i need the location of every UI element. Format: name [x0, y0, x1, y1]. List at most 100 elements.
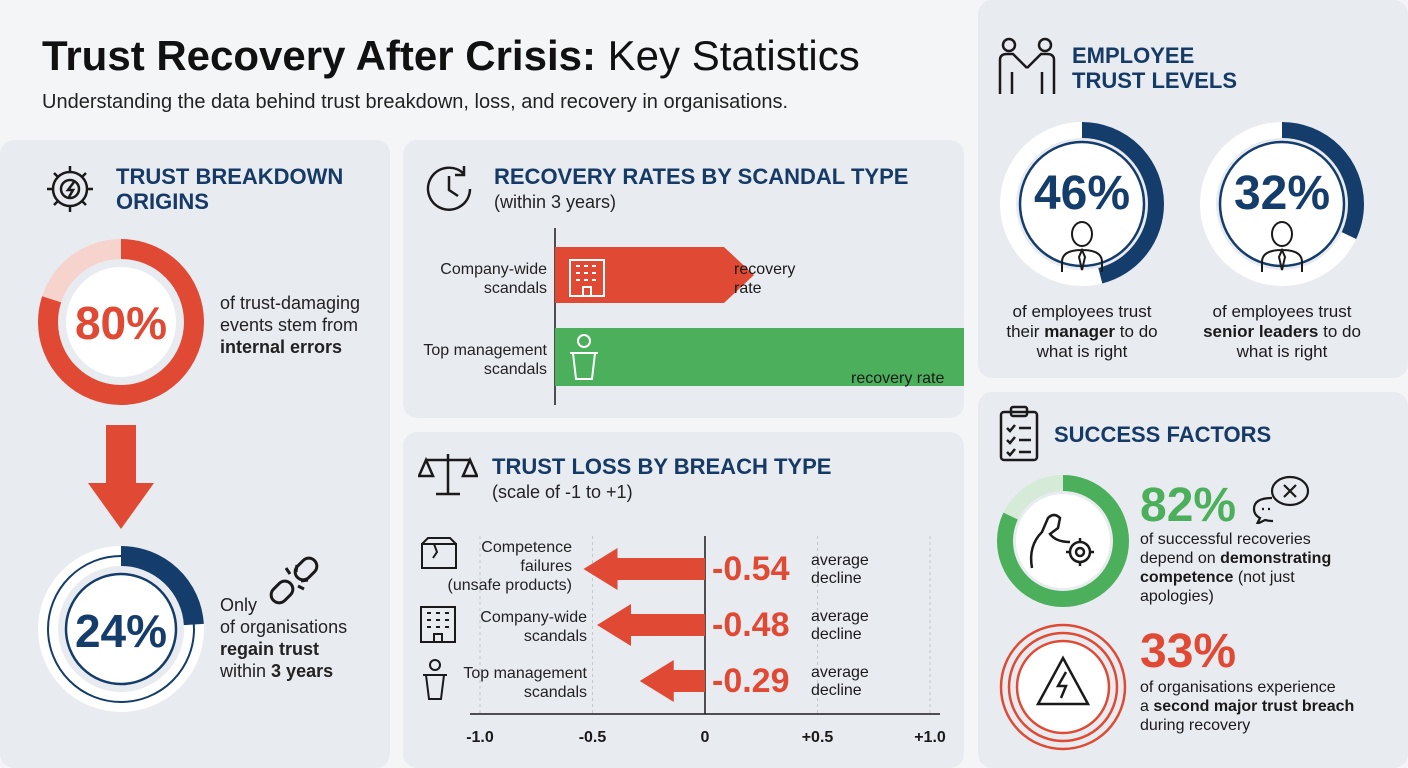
success-82-text-bold1: demonstrating [1220, 550, 1332, 567]
success-title: SUCCESS FACTORS [1054, 422, 1272, 447]
recovery-title: RECOVERY RATES BY SCANDAL TYPE [494, 164, 909, 189]
down-arrow-icon [88, 425, 154, 529]
ring-46-arc [1000, 122, 1164, 286]
breakdown-ring-24 [38, 546, 204, 712]
breakdown-title: TRUST BREAKDOWN ORIGINS [116, 164, 343, 214]
loss-bar-0 [583, 548, 705, 590]
employee-ring-46 [1000, 122, 1164, 286]
broken-chain-icon [269, 556, 319, 605]
employee-1-text-line2: senior leaders to do [1190, 322, 1374, 342]
loss-row-2-label-a: Top management [463, 665, 587, 682]
stat-24-text-b: of organisations [220, 617, 348, 637]
success-33-text-a: of organisations experience [1140, 679, 1336, 696]
recovery-row-1-value: 50% [858, 328, 943, 375]
recovery-bar-1 [555, 328, 964, 386]
recovery-row-0-value: 12% [644, 252, 729, 299]
employee-0-value: 46% [1033, 167, 1131, 220]
loss-row-0-label-b: failures [520, 558, 572, 575]
success-82-text-b: depend on [1140, 550, 1216, 567]
building-icon [569, 259, 605, 297]
loss-row-0-label: Competence failures (unsafe products) [420, 538, 572, 595]
x-tick-label: 0 [701, 729, 710, 746]
gear-icon [47, 166, 93, 212]
employee-0-text: of employees trust their manager to do w… [990, 302, 1174, 362]
employee-title: EMPLOYEE TRUST LEVELS [1072, 43, 1237, 93]
employee-1-text-bold: senior leaders [1203, 322, 1319, 341]
breakdown-ring-80 [38, 239, 204, 405]
loss-row-1-note-b: decline [811, 626, 862, 643]
recovery-row-1-label-a: Top management [423, 342, 547, 359]
clock-icon [426, 166, 472, 211]
loss-row-0-note-b: decline [811, 570, 862, 587]
clipboard-icon [999, 405, 1039, 462]
x-tick-label: +1.0 [914, 729, 946, 746]
employee-1-value: 32% [1233, 167, 1331, 220]
recovery-row-1-label-b: scandals [483, 361, 547, 378]
employee-0-text-bold: manager [1044, 322, 1116, 341]
person-icon [1261, 221, 1303, 272]
page-title-bold: Trust Recovery After Crisis: [42, 32, 596, 79]
success-82-text-c: (not just [1237, 569, 1295, 586]
stat-80-text-b: events stem from [220, 315, 359, 335]
person-icon [1061, 221, 1103, 272]
chat-icon [1252, 475, 1310, 524]
ring-82-arc [997, 475, 1129, 607]
employee-1-text: of employees trust senior leaders to do … [1190, 302, 1374, 362]
employee-0-text-line2: their manager to do [990, 322, 1174, 342]
scale-icon [418, 454, 478, 496]
loss-bar-2 [639, 660, 705, 702]
trust-loss-title: TRUST LOSS BY BREACH TYPE [492, 454, 832, 479]
success-33-text-line2: a second major trust breach [1140, 697, 1354, 716]
recovery-row-0-note-b: rate [734, 280, 762, 297]
warning-icon [1035, 655, 1091, 706]
stat-24-text-c: within 3 years [220, 660, 347, 682]
success-33-text-bold: second major trust breach [1153, 698, 1355, 715]
loss-row-1-note-a: average [811, 608, 869, 625]
stat-24-text-c-plain: within [220, 661, 267, 681]
x-tick-label: -1.0 [466, 729, 494, 746]
success-82-text: of successful recoveries depend on demon… [1140, 530, 1331, 606]
stat-24-text-a: Only [220, 595, 258, 615]
employee-0-text-d: what is right [1036, 342, 1128, 361]
trust-loss-subtitle: (scale of -1 to +1) [492, 482, 633, 502]
trust-loss-chart: -1.0 -0.5 0 +0.5 +1.0 [466, 536, 946, 746]
trust-loss-panel [403, 432, 964, 768]
ring-80-arc [38, 239, 204, 405]
loss-row-1-label-a: Company-wide [480, 609, 587, 626]
loss-row-0-note: average decline [811, 552, 869, 588]
loss-row-0-label-c: (unsafe products) [447, 577, 572, 594]
recovery-subtitle: (within 3 years) [494, 192, 617, 212]
building-icon [420, 606, 456, 643]
recovery-row-0-label-b: scandals [483, 280, 547, 297]
recovery-row-0-note-a: recovery [734, 261, 796, 278]
employee-1-text-a: of employees trust [1212, 302, 1352, 321]
ring-24-arc [38, 546, 204, 712]
recovery-row-0-note: recovery rate [734, 260, 795, 298]
success-82-text-line3: competence (not just [1140, 568, 1331, 587]
page-title-light: Key Statistics [607, 32, 860, 79]
breakdown-title-line1: TRUST BREAKDOWN [116, 164, 344, 189]
success-33-text-c: during recovery [1140, 717, 1251, 734]
stat-24-value: 24% [74, 605, 168, 657]
box-icon [421, 537, 457, 569]
stat-80-text-a: of trust-damaging [220, 293, 361, 313]
loss-row-1-label-b: scandals [523, 628, 587, 645]
stat-80-text: of trust-damaging events stem from inter… [220, 292, 360, 358]
loss-row-2-label-b: scandals [523, 684, 587, 701]
success-33-text-b: a [1140, 698, 1149, 715]
podium-icon [423, 659, 447, 700]
recovery-row-1-label: Top management scandals [400, 341, 547, 379]
handshake-icon [998, 37, 1056, 94]
page-subtitle: Understanding the data behind trust brea… [42, 91, 789, 113]
success-82-text-bold2: competence [1140, 569, 1234, 586]
loss-row-0-value: -0.54 [712, 550, 790, 588]
employee-1-text-c: to do [1323, 322, 1361, 341]
stat-24-text: Only of organisations regain trust withi… [220, 594, 347, 682]
loss-row-1-note: average decline [811, 608, 869, 644]
stat-24-text-c-bold: 3 years [271, 661, 334, 681]
success-82-text-line2: depend on demonstrating [1140, 549, 1331, 568]
employee-title-line1: EMPLOYEE [1072, 43, 1195, 68]
x-tick-label: -0.5 [579, 729, 607, 746]
breakdown-title-line2: ORIGINS [116, 189, 209, 214]
x-tick-label: +0.5 [802, 729, 834, 746]
